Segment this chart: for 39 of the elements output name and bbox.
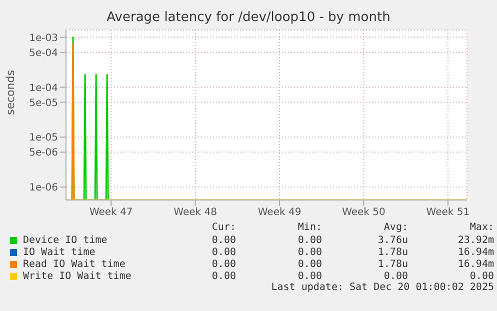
text: 0.00 bbox=[296, 270, 322, 282]
y-tick-label: 1e-06 bbox=[29, 182, 58, 194]
text: 0.00 bbox=[296, 234, 322, 246]
y-axis-title: seconds bbox=[4, 70, 17, 115]
text: 0.00 bbox=[296, 246, 322, 258]
x-tick-label: Week 50 bbox=[342, 207, 386, 218]
text: 3.76u bbox=[376, 234, 408, 246]
text: 0.00 bbox=[210, 246, 236, 258]
y-tick-label: 1e-05 bbox=[29, 132, 58, 144]
text: 16.94m bbox=[456, 258, 494, 270]
x-tick-label: Week 51 bbox=[426, 207, 470, 218]
text: 0.00 bbox=[210, 258, 236, 270]
legend-label: IO Wait time bbox=[23, 246, 96, 258]
legend-label: Read IO Wait time bbox=[23, 258, 126, 270]
text: 0.00 bbox=[210, 234, 236, 246]
text: 0.00 bbox=[210, 270, 236, 282]
y-tick-label: 1e-03 bbox=[29, 32, 58, 44]
text: Cur: bbox=[210, 222, 236, 234]
text: 0.00 bbox=[468, 270, 494, 282]
text: Last update: Sat Dec 20 01:00:02 2025 bbox=[270, 282, 494, 294]
chart-title: Average latency for /dev/loop10 - by month bbox=[106, 10, 392, 25]
y-tick-label: 1e-04 bbox=[29, 82, 58, 94]
legend-label: Device IO time bbox=[23, 234, 108, 246]
text: 0.00 bbox=[382, 270, 408, 282]
legend-label: Write IO Wait time bbox=[23, 270, 132, 282]
text: Min: bbox=[296, 222, 322, 234]
text: 0.00 bbox=[296, 258, 322, 270]
x-tick-label: Week 49 bbox=[258, 207, 302, 218]
text: 1.78u bbox=[376, 258, 408, 270]
y-tick-label: 5e-04 bbox=[29, 48, 58, 59]
y-tick-label: 5e-06 bbox=[29, 148, 58, 159]
text: 23.92m bbox=[456, 234, 494, 246]
x-tick-label: Week 47 bbox=[89, 207, 133, 218]
text: Avg: bbox=[382, 222, 408, 234]
text: 16.94m bbox=[456, 246, 494, 258]
x-tick-label: Week 48 bbox=[174, 207, 217, 218]
text: Max: bbox=[468, 222, 494, 234]
y-tick-label: 5e-05 bbox=[29, 98, 58, 109]
text: 1.78u bbox=[376, 246, 408, 258]
